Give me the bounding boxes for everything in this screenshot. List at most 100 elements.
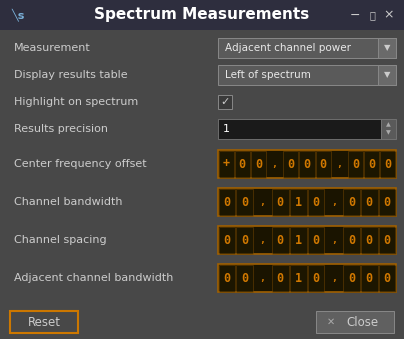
Bar — [343, 264, 360, 292]
Text: 0: 0 — [303, 158, 311, 171]
Text: 0: 0 — [277, 196, 284, 208]
Text: ,: , — [259, 273, 265, 283]
Text: ,: , — [337, 159, 342, 169]
Bar — [218, 188, 396, 216]
Text: Results precision: Results precision — [14, 124, 108, 134]
Text: 0: 0 — [348, 272, 355, 284]
Bar — [379, 264, 396, 292]
Text: 1: 1 — [295, 234, 302, 246]
Text: ✕: ✕ — [327, 317, 335, 327]
Text: 1: 1 — [295, 272, 302, 284]
Bar — [219, 226, 235, 254]
Text: −: − — [350, 8, 360, 21]
Text: Adjacent channel power: Adjacent channel power — [225, 43, 351, 53]
Text: Display results table: Display results table — [14, 70, 128, 80]
Text: 0: 0 — [241, 196, 248, 208]
Text: ▼: ▼ — [384, 43, 390, 53]
Text: 0: 0 — [383, 234, 391, 246]
Text: 0: 0 — [312, 234, 320, 246]
Bar — [307, 188, 324, 216]
Text: ×: × — [384, 8, 394, 21]
Bar — [219, 264, 235, 292]
Bar — [218, 119, 381, 139]
Text: 0: 0 — [348, 234, 355, 246]
Text: 0: 0 — [241, 234, 248, 246]
Text: Spectrum Measurements: Spectrum Measurements — [95, 7, 309, 22]
Bar — [378, 38, 396, 58]
Text: Reset: Reset — [27, 316, 61, 328]
Bar — [316, 311, 394, 333]
Text: ▼: ▼ — [386, 131, 391, 136]
Bar — [299, 151, 315, 178]
Text: 0: 0 — [312, 272, 320, 284]
Text: 0: 0 — [348, 196, 355, 208]
Bar — [218, 95, 232, 109]
Text: 0: 0 — [383, 272, 391, 284]
Bar — [236, 188, 253, 216]
Bar — [290, 264, 307, 292]
Text: Adjacent channel bandwidth: Adjacent channel bandwidth — [14, 273, 173, 283]
Text: ,: , — [259, 197, 265, 207]
Text: 1: 1 — [295, 196, 302, 208]
Bar — [290, 188, 307, 216]
Bar — [343, 226, 360, 254]
Text: 0: 0 — [320, 158, 327, 171]
Text: ╲s: ╲s — [11, 8, 25, 21]
Bar — [283, 151, 299, 178]
Bar — [343, 188, 360, 216]
Bar — [361, 226, 378, 254]
Text: ▼: ▼ — [384, 71, 390, 80]
Bar — [272, 188, 289, 216]
Text: Measurement: Measurement — [14, 43, 91, 53]
Text: 0: 0 — [312, 196, 320, 208]
Bar — [381, 119, 396, 139]
Text: 0: 0 — [352, 158, 359, 171]
Bar — [0, 0, 404, 30]
Text: 1: 1 — [223, 124, 230, 134]
Bar — [236, 226, 253, 254]
Bar — [251, 151, 266, 178]
Bar — [379, 226, 396, 254]
Bar — [379, 188, 396, 216]
Text: 0: 0 — [368, 158, 375, 171]
Text: 0: 0 — [287, 158, 295, 171]
Text: 0: 0 — [239, 158, 246, 171]
Text: Center frequency offset: Center frequency offset — [14, 159, 147, 169]
Text: Channel bandwidth: Channel bandwidth — [14, 197, 122, 207]
Bar — [218, 264, 396, 292]
Bar — [218, 226, 396, 254]
Bar — [307, 264, 324, 292]
Text: ✓: ✓ — [220, 97, 230, 107]
Text: ,: , — [272, 159, 278, 169]
Bar — [218, 65, 396, 85]
Text: ,: , — [331, 197, 337, 207]
Text: 0: 0 — [366, 272, 373, 284]
Text: 0: 0 — [277, 272, 284, 284]
Text: Channel spacing: Channel spacing — [14, 235, 107, 245]
Text: 0: 0 — [366, 196, 373, 208]
Text: 0: 0 — [223, 272, 230, 284]
Bar — [272, 226, 289, 254]
Bar — [361, 264, 378, 292]
Bar — [316, 151, 331, 178]
Bar — [348, 151, 363, 178]
Bar — [307, 226, 324, 254]
Bar — [235, 151, 250, 178]
Text: ▲: ▲ — [386, 122, 391, 127]
Bar — [290, 226, 307, 254]
Text: ,: , — [331, 235, 337, 245]
Bar — [218, 150, 396, 178]
Text: 0: 0 — [277, 234, 284, 246]
Bar — [236, 264, 253, 292]
Text: 0: 0 — [223, 196, 230, 208]
Text: 0: 0 — [366, 234, 373, 246]
Bar — [380, 151, 396, 178]
Text: 0: 0 — [383, 196, 391, 208]
Bar — [272, 264, 289, 292]
Text: Left of spectrum: Left of spectrum — [225, 70, 311, 80]
Text: +: + — [223, 158, 229, 171]
Text: ,: , — [259, 235, 265, 245]
Text: 0: 0 — [223, 234, 230, 246]
Bar — [378, 65, 396, 85]
Text: 0: 0 — [255, 158, 262, 171]
